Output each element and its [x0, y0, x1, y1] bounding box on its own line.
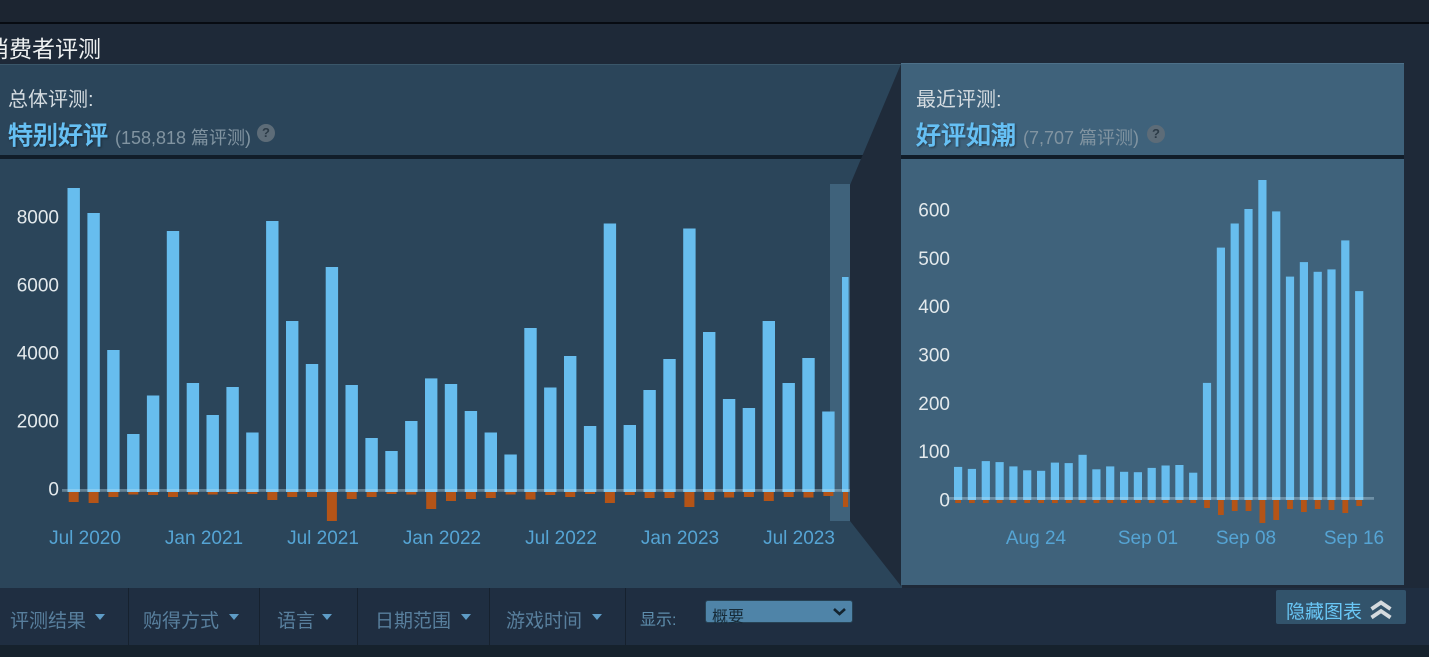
svg-text:Jul 2022: Jul 2022: [525, 528, 597, 549]
svg-text:Jan 2022: Jan 2022: [403, 528, 481, 549]
svg-text:600: 600: [918, 201, 950, 222]
svg-text:Jul 2020: Jul 2020: [49, 528, 121, 549]
svg-text:6000: 6000: [17, 276, 59, 297]
svg-text:400: 400: [918, 297, 950, 318]
svg-text:Jan 2021: Jan 2021: [165, 528, 243, 549]
svg-text:0: 0: [48, 480, 59, 501]
svg-text:Jan 2023: Jan 2023: [641, 528, 719, 549]
svg-text:4000: 4000: [17, 344, 59, 365]
svg-text:8000: 8000: [17, 208, 59, 229]
svg-text:100: 100: [918, 442, 950, 463]
svg-text:Jul 2021: Jul 2021: [287, 528, 359, 549]
svg-text:0: 0: [939, 491, 950, 512]
svg-text:2000: 2000: [17, 412, 59, 433]
svg-text:Sep 01: Sep 01: [1118, 528, 1178, 549]
svg-text:Sep 16: Sep 16: [1324, 528, 1384, 549]
svg-text:Aug 24: Aug 24: [1006, 528, 1067, 549]
svg-text:200: 200: [918, 394, 950, 415]
svg-text:Sep 08: Sep 08: [1216, 528, 1276, 549]
svg-text:300: 300: [918, 346, 950, 367]
svg-text:500: 500: [918, 249, 950, 270]
svg-text:Jul 2023: Jul 2023: [763, 528, 835, 549]
